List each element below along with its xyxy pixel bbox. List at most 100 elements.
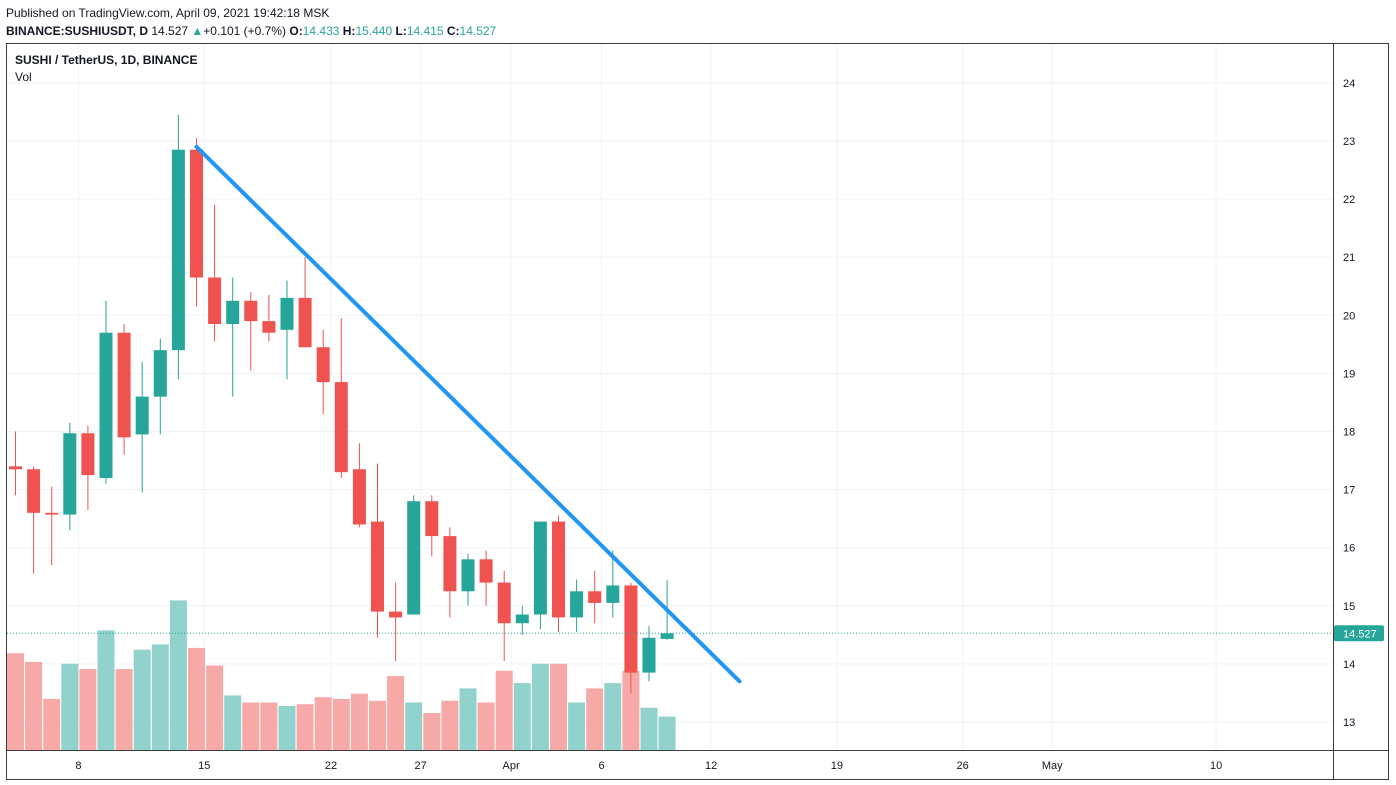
price-tick-label: 20 <box>1343 310 1355 322</box>
volume-bar <box>513 683 531 750</box>
volume-bar <box>495 670 513 750</box>
grid-lines <box>7 44 1333 750</box>
candle-body <box>298 297 312 348</box>
candle-body <box>153 350 167 397</box>
chart-header: Published on TradingView.com, April 09, … <box>6 4 496 40</box>
volume-bar <box>332 698 350 750</box>
candle-body <box>208 277 222 325</box>
time-tick-label: 26 <box>957 760 969 772</box>
candle-body <box>262 321 276 333</box>
volume-bar <box>314 697 332 750</box>
time-tick-label: 15 <box>198 760 210 772</box>
volume-bar <box>441 700 459 750</box>
candle-body <box>660 633 674 639</box>
up-arrow-icon: ▲ <box>191 24 204 38</box>
published-line: Published on TradingView.com, April 09, … <box>6 6 330 20</box>
volume-bar <box>658 716 676 750</box>
time-tick-label: 10 <box>1210 760 1222 772</box>
high-label: H: <box>342 24 356 38</box>
price-tick-label: 19 <box>1343 368 1355 380</box>
trendline <box>194 144 742 684</box>
candle-body <box>371 521 384 612</box>
price-tick-label: 21 <box>1343 252 1355 264</box>
time-tick-label: 22 <box>325 760 337 772</box>
time-tick-label: May <box>1042 760 1063 772</box>
time-tick-label: 12 <box>705 760 717 772</box>
volume-bar <box>206 665 224 750</box>
price-tick-label: 22 <box>1343 194 1355 206</box>
last-price-badge-label: 14.527 <box>1343 628 1377 640</box>
candle-body <box>171 149 185 351</box>
volume-bar <box>387 676 405 750</box>
volume-bar <box>622 670 640 750</box>
volume-bar <box>459 688 477 750</box>
price-tick-label: 15 <box>1343 601 1355 613</box>
volume-bar <box>640 707 658 750</box>
last-price-badge: 14.527 <box>1334 625 1384 642</box>
candle-body <box>63 433 77 515</box>
candle-body <box>81 433 95 476</box>
chart-frame[interactable] <box>6 43 1389 780</box>
price-tick-label: 16 <box>1343 543 1355 555</box>
close-label: C: <box>446 24 460 38</box>
time-tick-label: Apr <box>503 760 520 772</box>
candle-body <box>389 611 403 618</box>
candle-body <box>642 637 656 673</box>
price-tick-label: 24 <box>1343 78 1355 90</box>
low-value: 14.415 <box>406 24 444 38</box>
candle-body <box>9 466 22 470</box>
open-label: O: <box>289 24 303 38</box>
candle-body <box>27 469 41 513</box>
volume-bar <box>296 704 314 750</box>
volume-bar <box>531 663 549 750</box>
candle-body <box>244 300 258 322</box>
candle-body <box>425 501 439 537</box>
time-tick-label: 19 <box>831 760 843 772</box>
price-tick-label: 18 <box>1343 427 1355 439</box>
candle-body <box>352 469 366 525</box>
candle-body <box>461 559 475 592</box>
candle-body <box>190 149 203 278</box>
volume-bar <box>423 713 441 750</box>
volume-bar <box>224 695 242 750</box>
volume-bar <box>405 702 423 750</box>
volume-bar <box>477 702 495 750</box>
chart-legend: SUSHI / TetherUS, 1D, BINANCE Vol <box>15 52 197 86</box>
volume-bar <box>25 662 43 750</box>
candlesticks <box>9 114 674 693</box>
volume-bar <box>550 663 567 750</box>
time-tick-label: 8 <box>75 760 81 772</box>
time-axis: 8 15 22 27 Apr 6 12 19 26 May 10 <box>75 760 1222 772</box>
candle-body <box>479 559 493 583</box>
volume-bar <box>586 688 604 750</box>
time-tick-label: 27 <box>414 760 426 772</box>
candle-body <box>316 347 330 383</box>
close-value: 14.527 <box>459 24 497 38</box>
candle-body <box>497 582 511 624</box>
candle-body <box>99 332 113 478</box>
price-tick-label: 13 <box>1343 717 1355 729</box>
volume-bar <box>369 700 386 750</box>
candle-body <box>606 585 620 603</box>
candle-body <box>226 300 240 325</box>
candle-body <box>570 591 584 618</box>
legend-title: SUSHI / TetherUS, 1D, BINANCE <box>15 53 198 67</box>
volume-bar <box>169 600 187 750</box>
price-change: +0.101 (+0.7%) <box>203 24 287 38</box>
open-value: 14.433 <box>302 24 340 38</box>
volume-bar <box>61 663 79 750</box>
last-price-badge-bg <box>1334 625 1384 642</box>
volume-bar <box>97 630 115 750</box>
low-label: L: <box>395 24 407 38</box>
candle-body <box>334 382 348 473</box>
candle-body <box>280 297 294 330</box>
volume-bar <box>7 653 24 750</box>
candle-body <box>552 521 565 618</box>
volume-bar <box>151 644 169 750</box>
candle-body <box>117 332 131 438</box>
volume-bar <box>568 702 586 750</box>
candle-body <box>45 512 59 515</box>
candle-body <box>533 521 547 615</box>
volume-bar <box>115 669 133 750</box>
